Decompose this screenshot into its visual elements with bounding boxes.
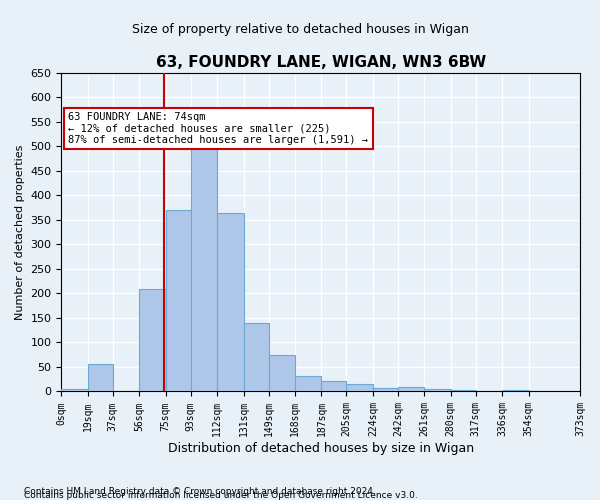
Bar bbox=[346, 384, 373, 392]
Bar bbox=[295, 376, 322, 392]
Bar bbox=[217, 214, 244, 392]
Bar bbox=[244, 323, 269, 392]
Bar bbox=[269, 354, 295, 392]
Bar bbox=[166, 210, 191, 392]
Text: Contains HM Land Registry data © Crown copyright and database right 2024.: Contains HM Land Registry data © Crown c… bbox=[24, 487, 376, 496]
Bar bbox=[191, 129, 217, 392]
Bar bbox=[502, 390, 529, 392]
Bar bbox=[398, 386, 424, 392]
Bar bbox=[373, 388, 398, 392]
Bar bbox=[451, 390, 476, 392]
Bar bbox=[322, 380, 346, 392]
Text: Contains public sector information licensed under the Open Government Licence v3: Contains public sector information licen… bbox=[24, 490, 418, 500]
Text: Size of property relative to detached houses in Wigan: Size of property relative to detached ho… bbox=[131, 22, 469, 36]
X-axis label: Distribution of detached houses by size in Wigan: Distribution of detached houses by size … bbox=[167, 442, 474, 455]
Bar bbox=[61, 388, 88, 392]
Bar bbox=[88, 364, 113, 392]
Bar bbox=[139, 290, 166, 392]
Text: 63 FOUNDRY LANE: 74sqm
← 12% of detached houses are smaller (225)
87% of semi-de: 63 FOUNDRY LANE: 74sqm ← 12% of detached… bbox=[68, 112, 368, 145]
Y-axis label: Number of detached properties: Number of detached properties bbox=[15, 144, 25, 320]
Title: 63, FOUNDRY LANE, WIGAN, WN3 6BW: 63, FOUNDRY LANE, WIGAN, WN3 6BW bbox=[155, 55, 486, 70]
Bar bbox=[424, 389, 451, 392]
